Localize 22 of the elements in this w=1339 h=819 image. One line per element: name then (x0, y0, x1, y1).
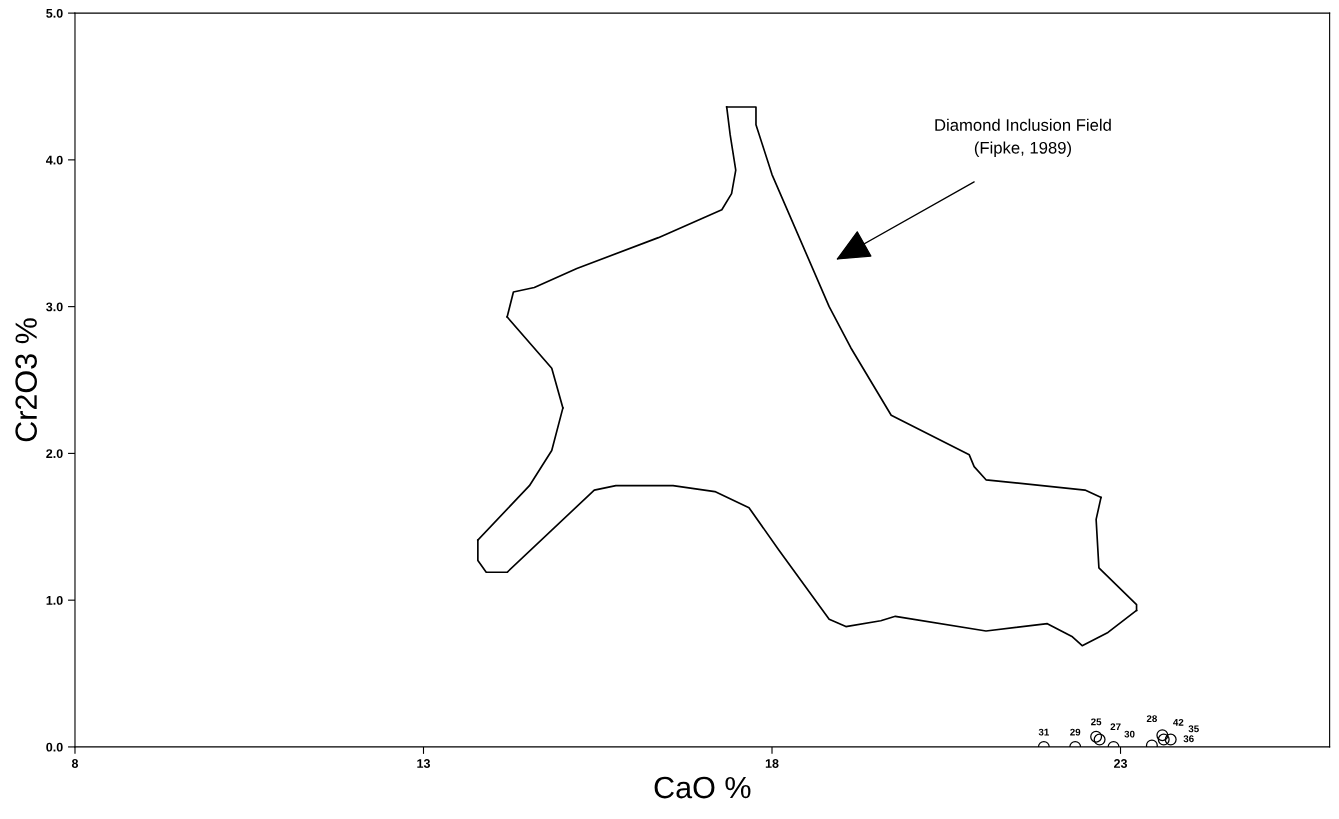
annotation: 30 (1124, 730, 1135, 738)
y-tick-label: 5.0 (46, 8, 63, 18)
annotation: 27 (1110, 723, 1121, 731)
x-tick-label: 8 (71, 759, 79, 768)
annotation: 28 (1146, 715, 1157, 723)
annotation: 42 (1173, 718, 1184, 726)
x-tick-label: 23 (1114, 759, 1128, 768)
x-tick-label: 18 (765, 759, 779, 768)
annotation: 29 (1070, 728, 1081, 736)
x-tick-label: 13 (417, 759, 430, 768)
y-tick-label: 2.0 (46, 449, 63, 459)
annotation: 31 (1038, 728, 1049, 736)
y-tick-label: 1.0 (46, 595, 63, 605)
annotation: Diamond Inclusion Field (Fipke, 1989) (935, 118, 1111, 158)
y-tick-label: 0.0 (46, 742, 63, 752)
y-tick-label: 4.0 (45, 155, 63, 165)
x-axis-title: CaO % (654, 776, 751, 799)
annotation: 35 (1188, 725, 1199, 733)
annotation: 25 (1091, 718, 1102, 726)
annotation: 36 (1183, 735, 1194, 743)
y-tick-label: 3.0 (46, 302, 63, 312)
y-axis-title: Cr2O3 % (15, 318, 37, 442)
